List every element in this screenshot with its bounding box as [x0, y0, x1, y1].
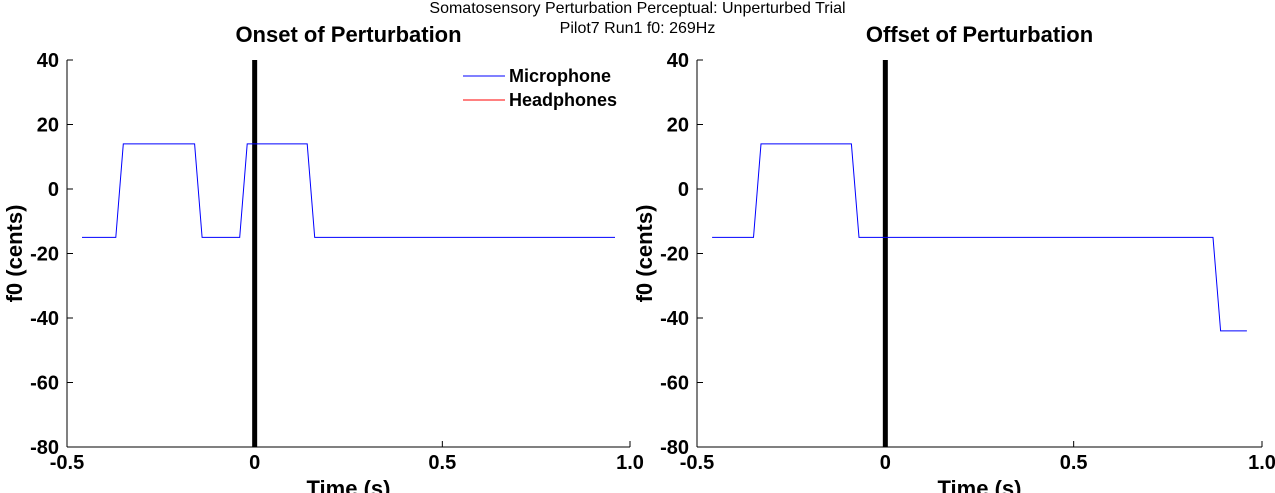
x-tick-label: 0.5: [1060, 452, 1088, 474]
y-tick-label: -60: [660, 373, 689, 395]
series-line-microphone: [712, 143, 1247, 332]
y-tick-label: -60: [30, 373, 59, 395]
x-tick-label: -0.5: [50, 452, 84, 474]
x-tick-label: 0: [880, 452, 891, 474]
y-tick-label: -20: [660, 244, 689, 266]
x-tick-label: 0: [249, 452, 260, 474]
y-tick-label: 20: [37, 115, 59, 137]
legend: Microphone Headphones: [463, 66, 617, 110]
x-tick-label: 1.0: [616, 452, 644, 474]
y-tick-label: 40: [37, 50, 59, 72]
x-tick-label: 0.5: [428, 452, 456, 474]
y-tick-label: 0: [48, 179, 59, 201]
chart-panel-2: 40 20 0 -20 -40 -60 -80-0.5 0 0.5 1.0 Offset of Pe…: [632, 22, 1275, 493]
y-tick-label: 40: [667, 50, 689, 72]
y-tick-label: -80: [30, 437, 59, 459]
x-axis-label: Time (s): [938, 476, 1022, 493]
legend-label-microphone: Microphone: [509, 66, 611, 86]
figure-subtitle: Pilot7 Run1 f0: 269Hz: [559, 20, 716, 37]
y-tick-label: -20: [30, 244, 59, 266]
y-tick-label: 20: [667, 115, 689, 137]
x-axis-label: Time (s): [307, 476, 391, 493]
y-tick-label: -40: [660, 308, 689, 330]
y-tick-label: 0: [678, 179, 689, 201]
y-tick-label: -80: [660, 437, 689, 459]
y-axis-label: f0 (cents): [2, 205, 27, 303]
x-tick-label: -0.5: [680, 452, 714, 474]
series-line-microphone: [82, 143, 615, 238]
y-tick-label: -40: [30, 308, 59, 330]
legend-label-headphones: Headphones: [509, 90, 617, 110]
chart-title: Onset of Perturbation: [235, 22, 461, 47]
chart-title: Offset of Perturbation: [866, 22, 1093, 47]
y-axis-label: f0 (cents): [632, 205, 657, 303]
x-tick-label: 1.0: [1248, 452, 1275, 474]
chart-panel-1: 40 20 0 -20 -40 -60 -80-0.5 0 0.5 1.0 Onset of Per…: [2, 22, 644, 493]
figure-suptitle: Somatosensory Perturbation Perceptual: U…: [429, 0, 846, 17]
